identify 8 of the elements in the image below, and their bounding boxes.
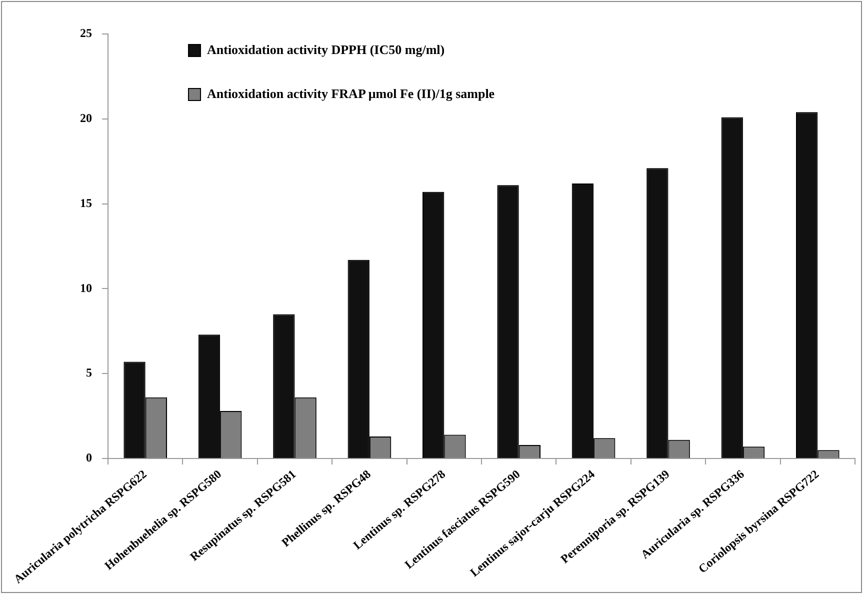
y-tick-label: 20 <box>80 111 92 126</box>
legend-label: Antioxidation activity DPPH (IC50 mg/ml) <box>207 42 445 58</box>
y-tick-label: 5 <box>86 366 92 380</box>
y-tick-label: 25 <box>80 26 92 40</box>
y-tick-label: 0 <box>86 450 92 465</box>
y-tick-label: 10 <box>80 280 92 295</box>
legend-label: Antioxidation activity FRAP μmol Fe (II)/1g sample <box>207 86 495 102</box>
y-tick-label: 15 <box>80 196 92 210</box>
